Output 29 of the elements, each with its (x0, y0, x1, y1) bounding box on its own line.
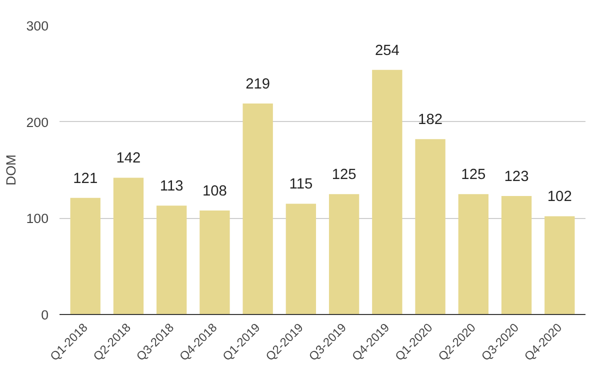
data-label: 121 (73, 170, 98, 187)
bar (286, 204, 316, 314)
y-tick-label: 200 (26, 114, 49, 130)
bar (501, 196, 532, 314)
y-axis-title: DOM (3, 154, 18, 186)
bar (156, 206, 187, 314)
data-label: 108 (202, 183, 227, 200)
data-label: 125 (332, 167, 356, 184)
y-tick-label: 100 (26, 211, 49, 226)
bar (113, 178, 144, 314)
data-label: 254 (374, 42, 400, 59)
data-label: 115 (289, 176, 313, 193)
bar (372, 70, 402, 314)
y-tick-label: 300 (26, 18, 49, 34)
data-label: 182 (418, 112, 443, 128)
data-label: 219 (246, 76, 270, 93)
data-label: 102 (547, 189, 572, 206)
data-label: 142 (116, 150, 141, 167)
y-tick-label: 0 (41, 308, 49, 322)
bar (328, 194, 360, 314)
bar (544, 216, 575, 314)
bar (458, 194, 488, 314)
bar (200, 210, 230, 314)
data-label: 123 (504, 169, 529, 186)
bar (242, 104, 273, 314)
bar (415, 139, 446, 314)
data-label: 113 (160, 178, 184, 195)
bar (70, 198, 100, 314)
data-label: 125 (461, 167, 486, 184)
